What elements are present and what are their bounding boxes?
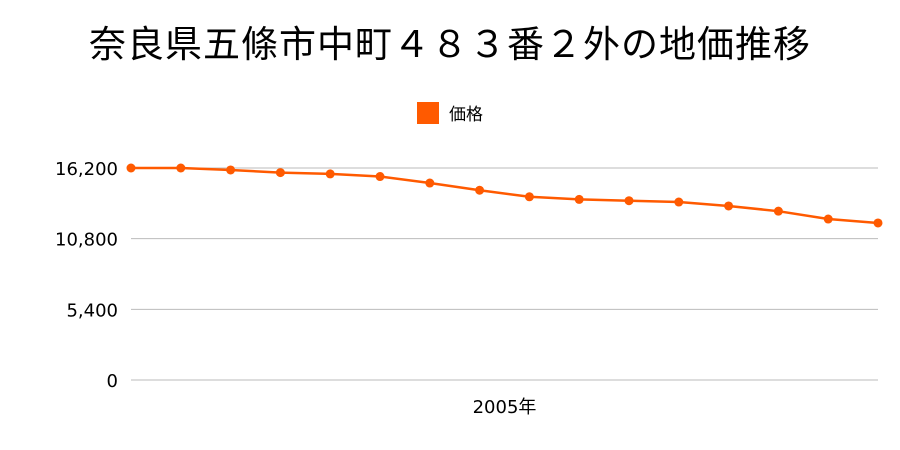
legend: 価格 (0, 100, 900, 129)
y-tick-label: 5,400 (66, 300, 118, 321)
data-point (375, 172, 385, 182)
data-point (325, 169, 335, 179)
y-tick-label: 16,200 (55, 159, 118, 180)
data-point (574, 194, 584, 204)
series-layer (126, 163, 883, 228)
data-point (873, 218, 883, 228)
data-point (524, 192, 534, 202)
legend-label: 価格 (449, 105, 483, 125)
legend-item: 価格 (417, 100, 483, 125)
data-point (275, 168, 285, 178)
data-point (425, 178, 435, 188)
data-point (226, 165, 236, 175)
data-point (724, 201, 734, 211)
y-tick-label: 10,800 (55, 230, 118, 251)
data-point (773, 206, 783, 216)
x-tick-label: 2005年 (473, 397, 537, 418)
x-axis-ticks: 2005年 (473, 397, 537, 418)
chart-title: 奈良県五條市中町４８３番２外の地価推移 (89, 23, 811, 66)
grid-lines (131, 167, 878, 381)
data-point (126, 163, 136, 173)
data-point (823, 214, 833, 224)
data-point (674, 197, 684, 207)
y-tick-label: 0 (107, 371, 118, 392)
data-point (475, 185, 485, 195)
legend-swatch (417, 101, 439, 124)
y-axis-ticks: 0 5,400 10,800 16,200 (55, 159, 118, 392)
series-line (131, 166, 879, 225)
data-point (624, 196, 634, 206)
data-point (176, 163, 186, 173)
